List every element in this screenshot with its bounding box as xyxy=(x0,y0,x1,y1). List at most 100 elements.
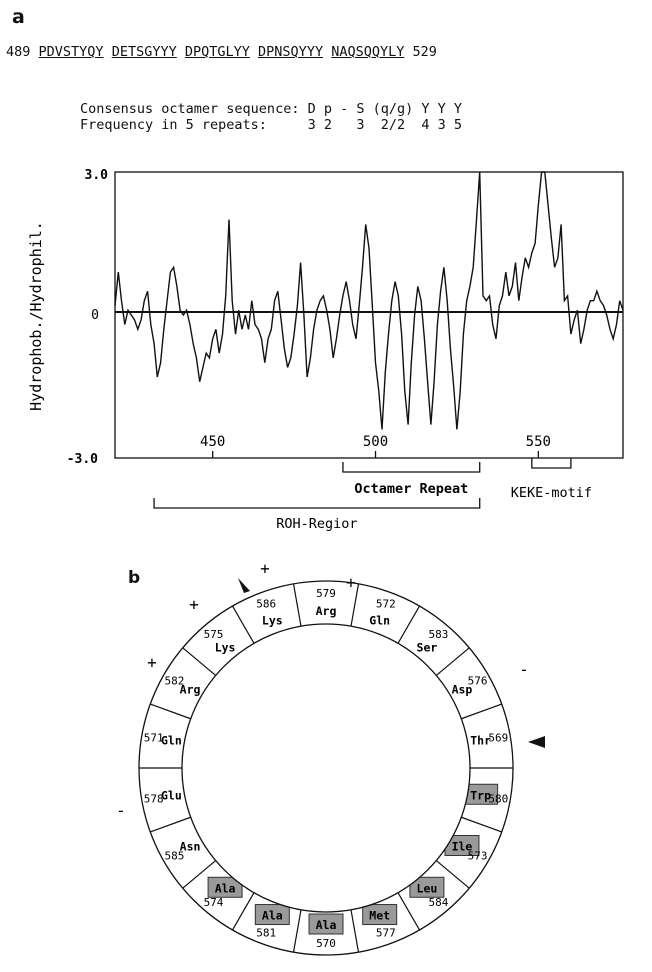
wheel-inner-ring xyxy=(181,623,471,913)
negative-charge-sign: - xyxy=(116,801,126,820)
residue-number: 571 xyxy=(144,732,164,745)
wheel-divider xyxy=(350,909,360,953)
consensus-residues: D p - S (q/g) Y Y Y xyxy=(307,101,463,117)
wheel-outer-ring xyxy=(138,580,514,956)
residue-name: Lys xyxy=(215,641,236,655)
residue-number: 570 xyxy=(316,937,336,950)
shaded-residue-box xyxy=(362,904,398,926)
residue-name: Arg xyxy=(180,683,201,697)
residue-number: 582 xyxy=(165,675,185,688)
residue-name: Ala xyxy=(215,881,236,895)
wheel-divider xyxy=(150,703,191,720)
residue-name: Ser xyxy=(417,641,438,655)
bracket-line xyxy=(531,458,572,469)
residue-name: Asp xyxy=(452,683,473,697)
ytick-label-top: 3.0 xyxy=(85,168,109,183)
arrow-top-icon xyxy=(238,578,250,593)
wheel-divider xyxy=(150,816,191,833)
wheel-divider xyxy=(231,605,255,644)
residue-number: 586 xyxy=(256,598,276,611)
wheel-cell: 581 Ala xyxy=(254,904,290,939)
residue-name: Arg xyxy=(316,604,337,618)
residue-number: 574 xyxy=(204,896,224,909)
series-line xyxy=(114,171,624,430)
repeat-2: DETSGYYY xyxy=(111,44,177,60)
bracket-line xyxy=(153,498,481,509)
residue-name: Met xyxy=(369,909,390,923)
residue-name: Ala xyxy=(316,918,337,932)
panel-a-label: a xyxy=(12,6,25,28)
xtick-label: 450 xyxy=(200,434,225,450)
plot-frame xyxy=(114,171,624,459)
arrow-right-icon xyxy=(528,736,545,748)
residue-number: 576 xyxy=(468,675,488,688)
xtick-label: 550 xyxy=(526,434,551,450)
residue-name: Leu xyxy=(417,881,438,895)
wheel-cell: 570 Ala xyxy=(308,913,344,950)
residue-name: Ala xyxy=(262,909,283,923)
residue-number: 578 xyxy=(144,792,164,805)
wheel-divider xyxy=(397,605,421,644)
frequency-title: Frequency in 5 repeats: xyxy=(80,117,267,133)
repeat-5: NAQSQQYLY xyxy=(331,44,405,60)
residue-name: Lys xyxy=(262,613,283,627)
positive-charge-sign: + xyxy=(346,573,356,592)
residue-number: 579 xyxy=(316,587,336,600)
positive-charge-sign: + xyxy=(260,559,270,578)
sequence-line: 489 PDVSTYQY DETSGYYY DPQTGLYY DPNSQYYY … xyxy=(6,44,437,60)
frequency-values: 3 2 3 2/2 4 3 5 xyxy=(307,117,463,133)
bracket-line xyxy=(342,462,481,473)
residue-number: 575 xyxy=(204,628,224,641)
residue-number: 569 xyxy=(488,732,508,745)
residue-number: 583 xyxy=(429,628,449,641)
ytick-label-bottom: -3.0 xyxy=(67,452,98,467)
shaded-residue-box xyxy=(308,913,344,935)
wheel-cell: 577 Met xyxy=(362,904,398,939)
wheel-divider xyxy=(435,647,470,676)
shaded-residue-box xyxy=(207,876,243,898)
wheel-divider xyxy=(461,816,502,833)
wheel-divider xyxy=(461,703,502,720)
wheel-divider xyxy=(182,647,217,676)
residue-name: Ile xyxy=(452,840,473,854)
residue-number: 580 xyxy=(488,792,508,805)
hydropathy-chart: Hydrophob./Hydrophil. 3.0 0 -3.0 450 500 5… xyxy=(27,168,624,532)
consensus-block: Consensus octamer sequence: D p - S (q/g… xyxy=(80,101,462,133)
positive-charge-sign: + xyxy=(189,595,199,614)
wheel-divider xyxy=(292,583,302,627)
wheel-divider xyxy=(182,860,217,889)
wheel-divider xyxy=(231,892,255,931)
panel-b-label: b xyxy=(128,568,141,588)
consensus-title: Consensus octamer sequence: xyxy=(80,101,300,117)
bracket-label: ROH-Regior xyxy=(276,516,357,532)
wheel-divider xyxy=(397,892,421,931)
shaded-residue-box xyxy=(409,876,445,898)
xtick-label: 500 xyxy=(363,434,388,450)
ytick-label-zero: 0 xyxy=(91,308,99,323)
repeat-1: PDVSTYQY xyxy=(38,44,104,60)
sequence-start: 489 xyxy=(6,44,31,60)
residue-number: 584 xyxy=(429,896,449,909)
wheel-cell: 586 Lys xyxy=(256,598,282,628)
wheel-divider xyxy=(292,909,302,953)
wheel-divider xyxy=(435,860,470,889)
residue-number: 581 xyxy=(256,926,276,939)
residue-number: 572 xyxy=(376,598,396,611)
y-axis-label: Hydrophob./Hydrophil. xyxy=(27,221,45,411)
negative-charge-sign: - xyxy=(519,660,529,679)
repeat-3: DPQTGLYY xyxy=(184,44,250,60)
wheel-divider xyxy=(350,583,360,627)
shaded-residue-box xyxy=(254,904,290,926)
